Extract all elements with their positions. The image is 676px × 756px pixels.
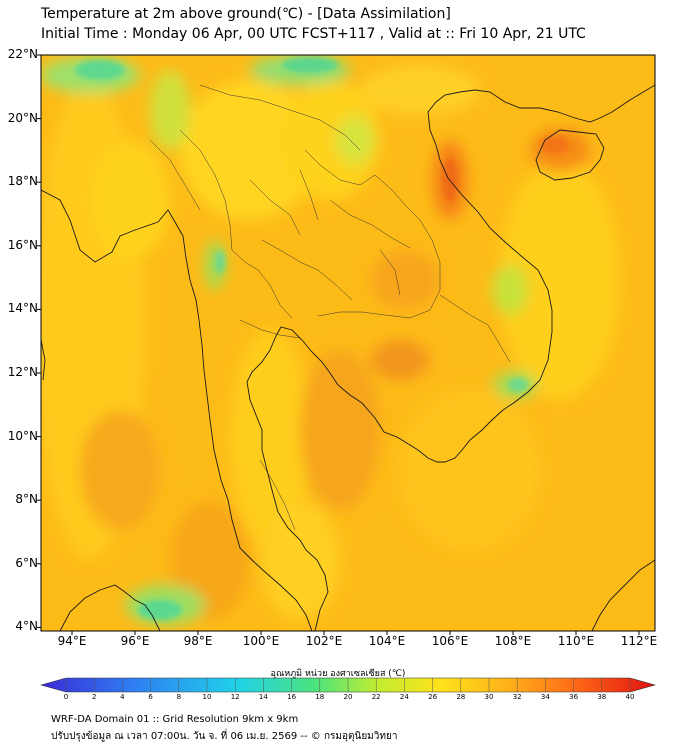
lat-label: 18°N [7,174,38,189]
temperature-field [41,55,655,631]
map-frame [40,54,656,632]
colorbar-tick-label: 38 [597,693,607,701]
colorbar-tick-label: 8 [176,693,182,701]
coastlines [41,84,655,631]
colorbar-tick-label: 12 [230,693,240,701]
colorbar-tick-label: 34 [540,693,550,701]
colorbar-tick-label: 36 [569,693,579,701]
colorbar-tick-label: 18 [315,693,325,701]
colorbar-tick-label: 10 [202,693,212,701]
lon-label: 102°E [305,634,343,648]
footer-update: ปรับปรุงข้อมูล ณ เวลา 07:00น. วัน จ. ที่… [51,731,398,742]
axis-ticks [37,54,640,635]
colorbar-tick-label: 26 [428,693,438,701]
colorbar-tick-label: 32 [512,693,522,701]
lat-label: 20°N [7,110,38,125]
lon-label: 106°E [431,634,469,648]
lon-label: 104°E [368,634,406,648]
borders [149,84,511,531]
colorbar-tick-label: 6 [148,693,153,701]
colorbar-tick-label: 14 [258,693,268,701]
colorbar-title: อุณหภูมิ หน่วย องศาเซลเซียส (℃) [270,669,406,679]
lat-label: 4°N [15,619,38,634]
chart-subtitle: Initial Time : Monday 06 Apr, 00 UTC FCS… [41,26,586,42]
colorbar-tick-label: 20 [343,693,353,701]
lat-label: 14°N [7,301,38,316]
lat-label: 8°N [15,492,38,507]
colorbar-tick-label: 28 [456,693,466,701]
lat-label: 10°N [7,428,38,443]
lon-label: 98°E [183,634,213,648]
lat-label: 22°N [7,47,38,61]
colorbar-tick-label: 30 [484,693,494,701]
colorbar-tick-label: 4 [120,693,125,701]
lon-label: 96°E [120,634,150,648]
lon-label: 112°E [620,634,658,648]
lon-label: 100°E [242,634,280,648]
colorbar [39,677,657,693]
colorbar-tick-label: 16 [287,693,297,701]
lat-label: 16°N [7,237,38,252]
chart-title: Temperature at 2m above ground(℃) - [Dat… [41,6,451,22]
lon-label: 108°E [494,634,532,648]
lon-label: 110°E [557,634,595,648]
colorbar-tick-label: 22 [371,693,381,701]
colorbar-tick-label: 2 [91,693,97,701]
lat-label: 6°N [15,555,38,570]
footer-resolution: WRF-DA Domain 01 :: Grid Resolution 9km … [51,714,299,725]
lat-label: 12°N [7,365,38,379]
lon-label: 94°E [57,634,87,648]
colorbar-tick-label: 24 [399,693,409,701]
colorbar-tick-label: 40 [625,693,635,701]
colorbar-tick-label: 0 [63,693,69,701]
